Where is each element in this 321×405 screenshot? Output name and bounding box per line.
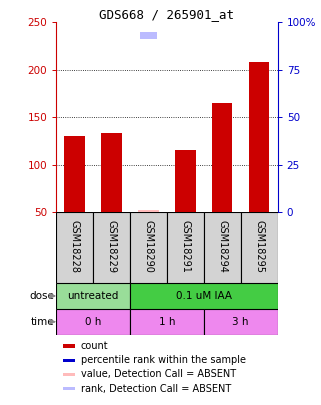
- Text: 1 h: 1 h: [159, 317, 175, 327]
- Bar: [212, 103, 232, 212]
- Text: untreated: untreated: [67, 291, 119, 301]
- Bar: [130, 309, 204, 335]
- Bar: [167, 212, 204, 283]
- Bar: [63, 387, 75, 390]
- Text: GSM18294: GSM18294: [217, 220, 227, 273]
- Bar: [63, 373, 75, 376]
- Text: dose: dose: [29, 291, 54, 301]
- Title: GDS668 / 265901_at: GDS668 / 265901_at: [100, 8, 234, 21]
- Bar: [93, 212, 130, 283]
- Text: percentile rank within the sample: percentile rank within the sample: [81, 355, 246, 365]
- Bar: [204, 212, 241, 283]
- Text: GSM18290: GSM18290: [143, 220, 153, 273]
- Bar: [56, 283, 130, 309]
- Text: 3 h: 3 h: [232, 317, 249, 327]
- Bar: [130, 212, 167, 283]
- Bar: [140, 32, 157, 39]
- Bar: [56, 309, 130, 335]
- Text: 0.1 uM IAA: 0.1 uM IAA: [176, 291, 232, 301]
- Bar: [249, 62, 269, 212]
- Text: 0 h: 0 h: [85, 317, 101, 327]
- Text: rank, Detection Call = ABSENT: rank, Detection Call = ABSENT: [81, 384, 231, 394]
- Bar: [175, 150, 195, 212]
- Bar: [65, 136, 85, 212]
- Bar: [130, 283, 278, 309]
- Text: GSM18228: GSM18228: [70, 220, 80, 273]
- Text: time: time: [30, 317, 54, 327]
- Bar: [138, 210, 159, 212]
- Text: GSM18295: GSM18295: [254, 220, 264, 273]
- Text: value, Detection Call = ABSENT: value, Detection Call = ABSENT: [81, 369, 236, 379]
- Text: GSM18229: GSM18229: [107, 220, 117, 273]
- Text: GSM18291: GSM18291: [180, 220, 190, 273]
- Bar: [101, 133, 122, 212]
- Bar: [241, 212, 278, 283]
- Bar: [63, 344, 75, 348]
- Bar: [204, 309, 278, 335]
- Bar: [63, 358, 75, 362]
- Text: count: count: [81, 341, 108, 351]
- Bar: [56, 212, 93, 283]
